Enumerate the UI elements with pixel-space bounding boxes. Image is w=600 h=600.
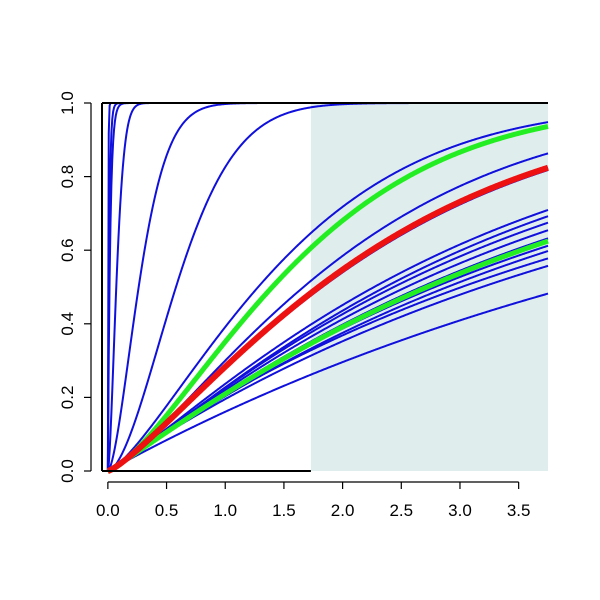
series-line-21 xyxy=(106,124,550,474)
x-axis: 0.0 0.5 1.0 1.5 2.0 2.5 3.0 3.5 xyxy=(96,481,531,520)
y-axis: 0.0 0.2 0.4 0.6 0.8 1.0 xyxy=(58,91,92,483)
series-line-23 xyxy=(105,164,551,474)
series-line-20 xyxy=(107,292,549,472)
x-tick-label: 0.0 xyxy=(96,501,120,520)
y-tick-label: 0.4 xyxy=(58,312,77,336)
series-line-22 xyxy=(106,238,550,474)
y-tick-label: 0.8 xyxy=(58,165,77,189)
x-tick-label: 2.0 xyxy=(331,501,355,520)
x-tick-label: 3.0 xyxy=(448,501,472,520)
x-tick-label: 1.0 xyxy=(213,501,237,520)
x-tick-label: 1.5 xyxy=(272,501,296,520)
x-tick-label: 2.5 xyxy=(389,501,413,520)
series-line-11 xyxy=(107,209,549,472)
y-tick-label: 0.0 xyxy=(58,459,77,483)
x-tick-label: 0.5 xyxy=(155,501,179,520)
series-line-7 xyxy=(107,121,549,472)
x-tick-label: 3.5 xyxy=(507,501,531,520)
y-tick-label: 1.0 xyxy=(58,91,77,115)
y-tick-label: 0.2 xyxy=(58,386,77,410)
y-tick-label: 0.6 xyxy=(58,238,77,262)
plot-frame xyxy=(101,102,548,472)
